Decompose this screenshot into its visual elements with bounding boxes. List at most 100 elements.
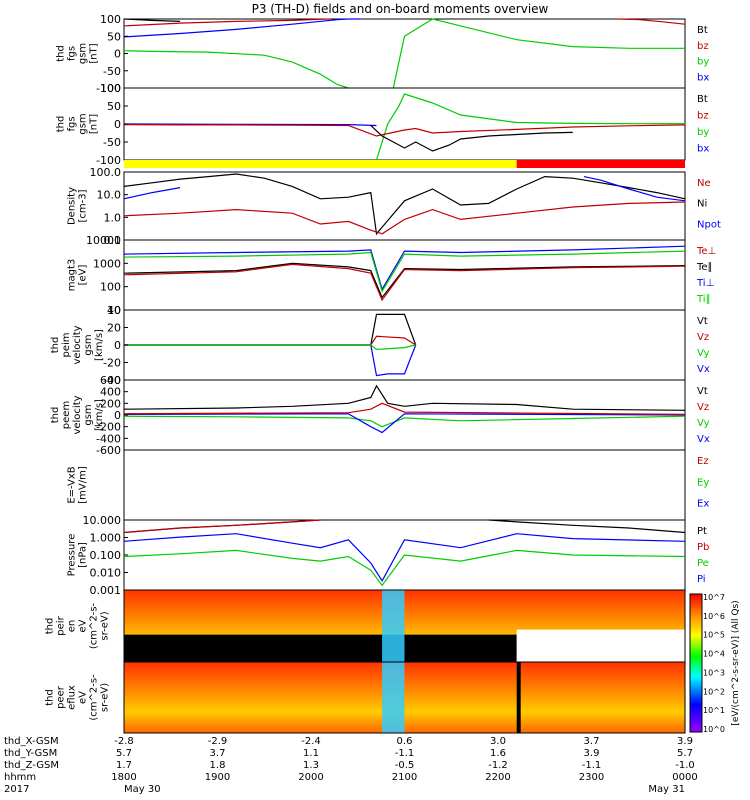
y-tick-label: 10.0 — [97, 189, 122, 202]
series-line-bz — [123, 18, 332, 27]
y-tick-label: -200 — [96, 421, 121, 434]
y-axis-label: thd peem velocity gsm [km/s] — [50, 395, 105, 434]
colorbar-scale — [689, 593, 703, 733]
panel-peim_vel: 40 20 0 -20 -40 thd peim velocity gsm [km/s] Vt Vz V… — [50, 304, 710, 387]
legend-entry: Ey — [697, 477, 709, 488]
x-axis-value: -1.1 — [395, 748, 415, 759]
y-tick-label: 0 — [114, 118, 121, 131]
y-label-line: [km/s] — [94, 329, 105, 361]
y-label-line: sr-eV) — [100, 611, 111, 640]
legend-entry: bx — [697, 144, 709, 155]
y-tick-label: -600 — [96, 444, 121, 457]
legend-entry: bz — [697, 111, 709, 122]
legend-entry: Npot — [697, 219, 721, 230]
panel-peer: thd peer eflux eV (cm^2-s-sr-eV) — [45, 661, 686, 734]
y-tick-label: 600 — [100, 374, 121, 387]
series-line-by — [123, 50, 349, 89]
legend-entry: bx — [697, 72, 709, 83]
series-line-Ti∥ — [123, 250, 686, 293]
x-axis-annotation: thd_X-GSM -2.8 -2.9 -2.4 0.6 3.0 3.7 3.9thd_Y-G… — [4, 736, 698, 795]
series-line-Bt — [370, 125, 573, 152]
mode-bar-segment — [516, 160, 685, 168]
colorbar-tick-label: 10^7 — [703, 593, 725, 602]
panel-fgs_gse: 100 50 0 -50 -100 thd fgs gsm [nT] Bt bz by bx — [56, 82, 710, 167]
x-axis-value: 1.7 — [116, 760, 132, 771]
series-line-Te⊥ — [123, 263, 686, 302]
y-label-line: [km/s] — [94, 399, 105, 431]
series-line-Pb — [123, 519, 321, 534]
legend-entry: Vy — [697, 418, 710, 429]
y-tick-label: 0 — [114, 409, 121, 422]
y-label-line: fgs — [67, 116, 78, 131]
y-tick-label: 10000 — [86, 234, 121, 247]
y-tick-label: -100 — [96, 154, 121, 167]
y-tick-label: 100 — [100, 281, 121, 294]
legend-entry: by — [697, 57, 709, 68]
panel-efield: E=-VxB [mV/m] Ez Ey Ex — [67, 449, 709, 521]
y-label-line: thd — [50, 337, 61, 354]
x-axis-value: 1800 — [111, 772, 136, 783]
y-tick-label: 0 — [114, 339, 121, 352]
series-line-bx — [123, 123, 377, 127]
y-tick-label: 0 — [114, 48, 121, 61]
legend-entry: Vt — [697, 386, 708, 397]
y-tick-label: 50 — [107, 100, 121, 113]
y-tick-label: 200 — [100, 397, 121, 410]
y-label-line: [nT] — [89, 114, 100, 134]
panel-temp: 10000 1000 100 10 magt3 [eV] Te⊥ Te∥ Ti⊥ Ti∥ — [67, 234, 717, 317]
x-axis-date-start: May 30 — [124, 784, 161, 795]
y-label-line: gsm — [78, 113, 89, 134]
y-axis-label: thd peim velocity gsm [km/s] — [50, 325, 105, 364]
spectrogram-low-count-region — [124, 634, 517, 662]
legend-entry: Pe — [697, 558, 709, 569]
y-tick-label: -100 — [96, 82, 121, 95]
y-tick-label: 10.000 — [83, 514, 122, 527]
x-axis-value: -2.8 — [114, 736, 134, 747]
colorbar-label: [eV/(cm^2-s-sr-eV)] (All Qs) — [731, 600, 741, 725]
y-label-line: sr-eV) — [100, 683, 111, 712]
x-axis-value: 0.6 — [397, 736, 413, 747]
series-line-Vt — [124, 313, 417, 346]
legend-entry: Vx — [697, 434, 710, 445]
y-tick-label: 1.000 — [90, 532, 122, 545]
y-axis-label: magt3 [eV] — [67, 259, 89, 292]
x-axis-value: 2200 — [485, 772, 510, 783]
x-axis-value: 2000 — [298, 772, 323, 783]
series-line-Vt — [123, 384, 686, 411]
y-tick-label: 100 — [100, 13, 121, 26]
series-line-Vy — [124, 344, 416, 351]
y-label-line: fgs — [67, 46, 78, 61]
y-label-line: Pressure — [67, 534, 78, 577]
x-axis-value: 3.9 — [677, 736, 693, 747]
y-label-line: eflux — [67, 685, 78, 710]
y-label-line: [cm-3] — [78, 189, 89, 222]
colorbar-tick-label: 10^4 — [703, 650, 725, 659]
x-axis-value: 1.6 — [490, 748, 506, 759]
y-axis-label: Density [cm-3] — [67, 187, 89, 225]
y-axis-label: E=-VxB [mV/m] — [67, 466, 89, 504]
y-label-line: eV — [78, 691, 89, 704]
x-axis-value: 5.7 — [116, 748, 132, 759]
x-axis-value: 1.1 — [303, 748, 319, 759]
x-axis-value: 3.9 — [584, 748, 600, 759]
panel-mode_bar — [124, 160, 685, 168]
legend-entry: bz — [697, 41, 709, 52]
legend-entry: Pi — [697, 574, 706, 585]
y-label-line: Density — [67, 187, 78, 225]
y-tick-label: 0.001 — [90, 584, 122, 597]
y-tick-label: -40 — [103, 374, 121, 387]
x-axis-row-label: hhmm — [4, 772, 36, 783]
x-axis-row-label: thd_Y-GSM — [4, 748, 57, 759]
colorbar-tick-label: 10^1 — [703, 706, 725, 715]
x-axis-row-label: thd_X-GSM — [4, 736, 59, 747]
colorbar-tick-label: 10^3 — [703, 668, 725, 677]
x-axis-value: -2.4 — [301, 736, 321, 747]
x-axis-value: -0.5 — [395, 760, 415, 771]
y-label-line: velocity — [72, 325, 83, 364]
y-label-line: peer — [56, 685, 67, 709]
y-label-line: magt3 — [67, 259, 78, 292]
x-axis-value: -2.9 — [208, 736, 228, 747]
y-tick-label: 400 — [100, 386, 121, 399]
